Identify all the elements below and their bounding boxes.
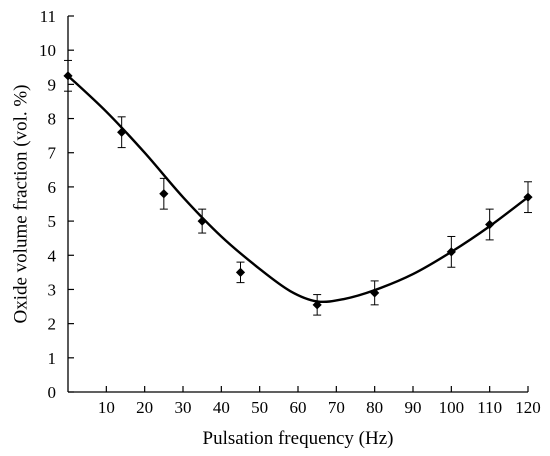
- diamond-marker: [446, 247, 456, 257]
- data-points-layer: [63, 59, 533, 316]
- diamond-marker: [523, 192, 533, 202]
- data-point: [63, 59, 73, 92]
- data-point: [159, 177, 169, 210]
- x-tick-label: 100: [439, 398, 465, 417]
- y-tick-label: 1: [48, 349, 57, 368]
- x-tick-label: 30: [175, 398, 192, 417]
- data-point: [117, 116, 127, 149]
- diamond-marker: [312, 300, 322, 310]
- y-tick-label: 11: [40, 7, 56, 26]
- x-tick-label: 90: [405, 398, 422, 417]
- data-point: [197, 208, 207, 234]
- x-tick-label: 20: [136, 398, 153, 417]
- x-tick-label: 10: [98, 398, 115, 417]
- diamond-marker: [159, 189, 169, 199]
- x-tick-label: 120: [515, 398, 541, 417]
- data-point: [370, 280, 380, 306]
- x-tick-label: 110: [477, 398, 502, 417]
- y-tick-label: 10: [39, 41, 56, 60]
- x-tick-label: 40: [213, 398, 230, 417]
- y-tick-label: 3: [48, 280, 57, 299]
- data-point: [523, 181, 533, 214]
- diamond-marker: [485, 219, 495, 230]
- fit-curve: [67, 74, 529, 304]
- diamond-marker: [63, 71, 73, 81]
- y-tick-label: 5: [48, 212, 57, 231]
- data-point: [312, 294, 322, 316]
- y-tick-label: 9: [48, 75, 57, 94]
- x-tick-label: 60: [290, 398, 307, 417]
- x-tick-label: 80: [366, 398, 383, 417]
- diamond-marker: [370, 288, 380, 298]
- y-tick-label: 0: [48, 383, 57, 402]
- y-tick-label: 7: [48, 144, 57, 163]
- data-point: [485, 208, 495, 241]
- fit-curve-layer: [67, 74, 529, 304]
- y-tick-label: 2: [48, 315, 57, 334]
- data-point: [235, 261, 246, 284]
- ticks: 0 1 2 3 4 5 6 7 8 9 10 11 10 20 30 40 50 60 70 80 90 100 110 12…: [39, 7, 541, 417]
- diamond-marker: [197, 216, 207, 226]
- axes: [67, 16, 528, 393]
- diamond-marker: [235, 267, 246, 277]
- x-tick-label: 70: [328, 398, 345, 417]
- y-tick-label: 6: [48, 178, 57, 197]
- y-tick-label: 4: [48, 246, 57, 265]
- y-axis-title: Oxide volume fraction (vol. %): [10, 84, 31, 323]
- y-tick-label: 8: [48, 110, 57, 129]
- x-tick-label: 50: [251, 398, 268, 417]
- diamond-marker: [117, 127, 127, 137]
- data-point: [446, 235, 456, 268]
- x-axis-title: Pulsation frequency (Hz): [203, 428, 394, 449]
